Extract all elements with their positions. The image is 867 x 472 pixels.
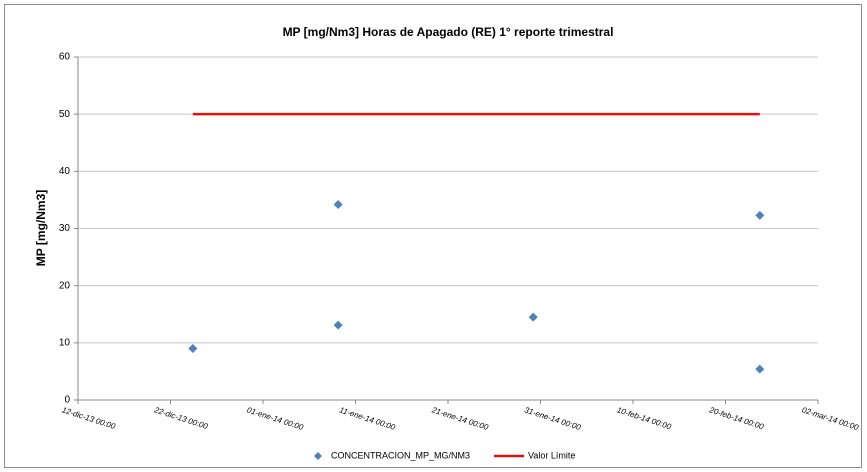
chart-title: MP [mg/Nm3] Horas de Apagado (RE) 1° rep…	[283, 25, 614, 39]
data-point	[333, 320, 343, 330]
y-tick-label: 10	[59, 337, 71, 348]
legend-label: CONCENTRACION_MP_MG/NM3	[331, 450, 470, 460]
chart-border	[4, 4, 862, 468]
y-tick-label: 30	[59, 223, 71, 234]
data-point	[755, 364, 765, 374]
legend-swatch	[314, 452, 322, 460]
y-tick-label: 0	[64, 395, 70, 406]
data-point	[333, 199, 343, 209]
legend-label: Valor Límite	[528, 450, 575, 460]
y-tick-label: 20	[59, 280, 71, 291]
data-point	[188, 344, 198, 354]
y-tick-label: 50	[59, 109, 71, 120]
y-tick-label: 40	[59, 166, 71, 177]
data-point	[528, 312, 538, 322]
data-point	[755, 210, 765, 220]
y-tick-label: 60	[59, 52, 71, 63]
y-axis-label: MP [mg/Nm3]	[34, 190, 48, 266]
